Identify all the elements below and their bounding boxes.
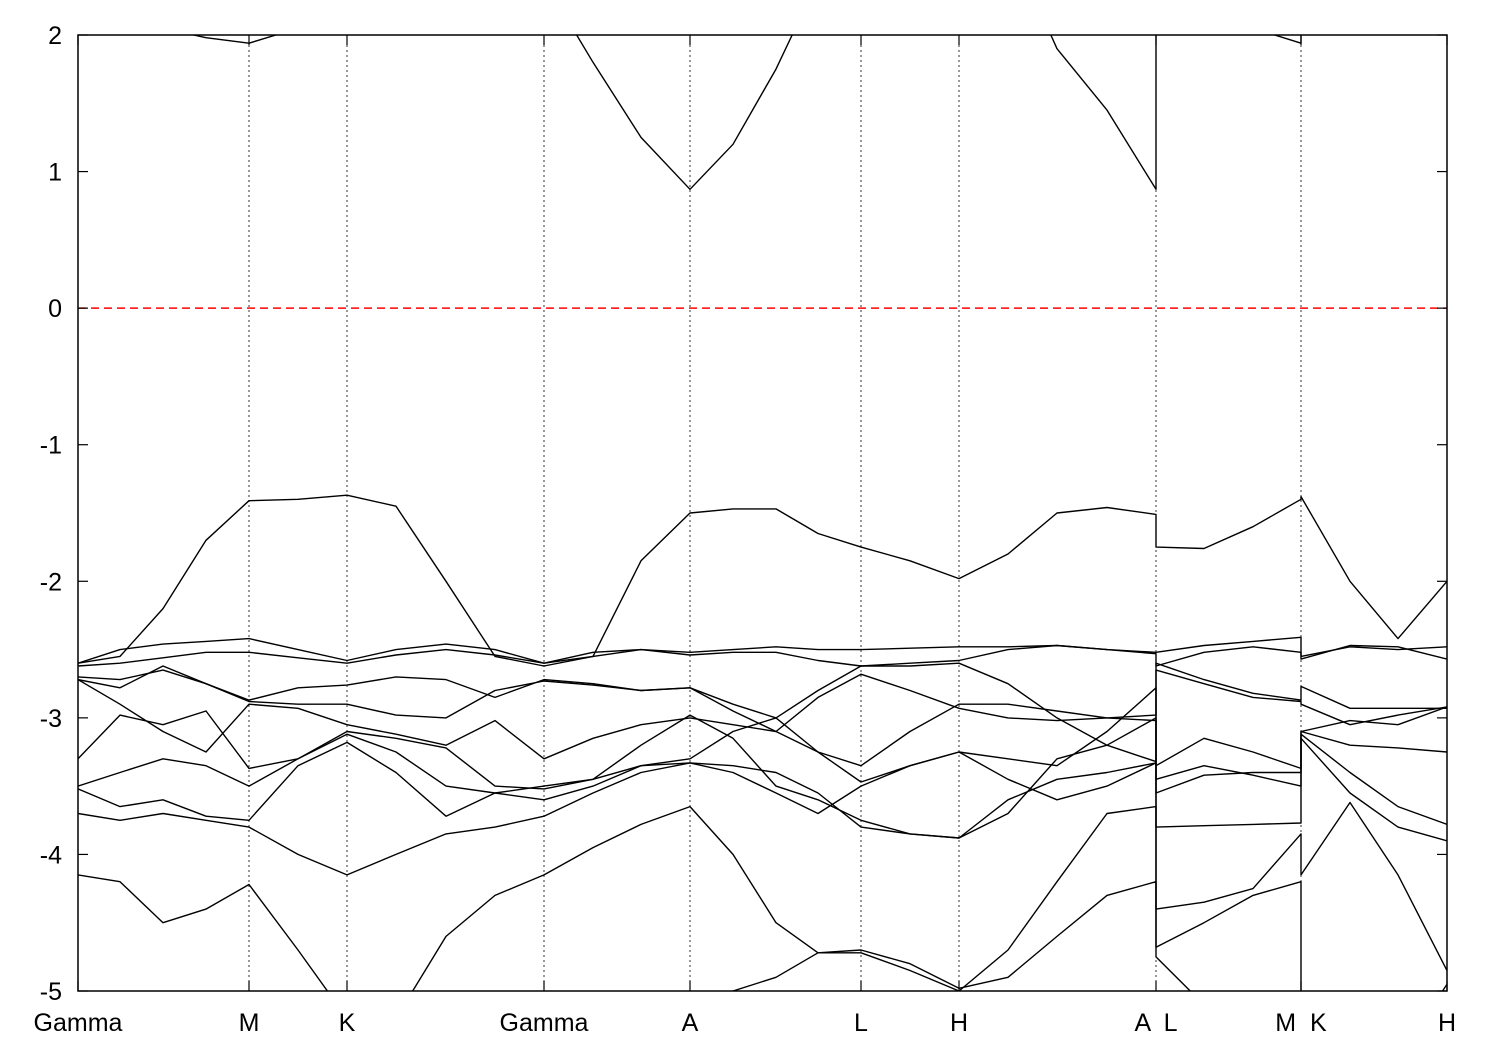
band-line [78, 805, 1302, 991]
band-line [190, 35, 1302, 190]
x-tick-label: M [239, 1009, 260, 1037]
band-line [78, 636, 1447, 664]
y-tick-label: -5 [40, 978, 62, 1006]
x-tick-label: H [950, 1009, 968, 1037]
band-line [78, 669, 1447, 733]
band-line [78, 751, 1447, 971]
x-tick-label: A L [1134, 1009, 1177, 1037]
x-tick-label: A [682, 1009, 699, 1037]
x-tick-label: K [339, 1009, 356, 1037]
x-tick-label: L [854, 1009, 868, 1037]
grid [77, 35, 1448, 991]
x-tick-label: M K [1275, 1009, 1327, 1037]
y-tick-label: 2 [48, 22, 62, 50]
x-tick-label: Gamma [34, 1009, 123, 1037]
band-line [78, 678, 1447, 770]
y-tick-label: -1 [40, 432, 62, 460]
y-tick-label: -2 [40, 568, 62, 596]
y-tick-label: -4 [40, 841, 62, 869]
y-tick-label: 0 [48, 295, 62, 323]
band-line [78, 494, 1447, 667]
band-line [78, 714, 1447, 839]
band-line [78, 662, 1447, 763]
y-tick-label: -3 [40, 705, 62, 733]
bands [78, 35, 1447, 991]
plot-frame [77, 34, 1448, 992]
x-tick-label: Gamma [500, 1009, 589, 1037]
x-tick-label: H [1438, 1009, 1456, 1037]
axes: Gamma M K Gamma A L H A L M K H 2 1 0 -1 -2 -3 -4 -5 [34, 22, 1456, 1037]
y-tick-label: 1 [48, 159, 62, 187]
band-line [78, 644, 1447, 667]
band-line [78, 717, 1447, 842]
band-line [730, 881, 1447, 991]
